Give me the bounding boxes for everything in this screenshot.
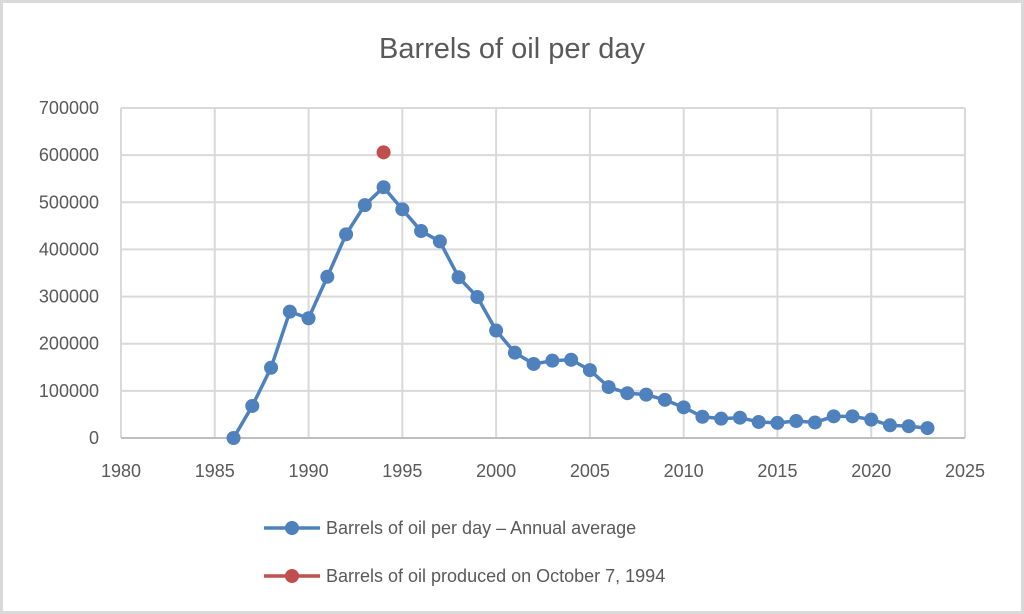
- data-point-marker: [676, 400, 691, 415]
- data-point-marker: [376, 145, 391, 160]
- y-tick-label: 200000: [39, 334, 99, 354]
- data-point-marker: [226, 431, 241, 445]
- data-point-marker: [639, 387, 654, 402]
- legend-label: Barrels of oil produced on October 7, 19…: [326, 566, 665, 586]
- data-point-marker: [282, 304, 297, 319]
- data-point-marker: [657, 392, 672, 407]
- plot-series: [226, 145, 935, 445]
- x-gridlines: [120, 108, 966, 438]
- data-point-marker: [507, 345, 522, 360]
- y-axis-tick-labels: 0 100000 200000 300000 400000 500000 600000 700…: [39, 98, 99, 448]
- y-gridlines: [121, 107, 965, 439]
- data-point-marker: [807, 415, 822, 430]
- y-tick-label: 0: [89, 428, 99, 448]
- x-tick-label: 1995: [382, 461, 422, 481]
- y-tick-label: 100000: [39, 381, 99, 401]
- x-tick-label: 1990: [289, 461, 329, 481]
- data-point-marker: [357, 198, 372, 213]
- data-point-marker: [582, 363, 597, 378]
- x-tick-label: 2010: [664, 461, 704, 481]
- data-point-marker: [564, 352, 579, 367]
- legend-label: Barrels of oil per day – Annual average: [326, 518, 636, 538]
- series-2: [376, 145, 391, 160]
- data-point-marker: [714, 411, 729, 426]
- data-point-marker: [339, 227, 354, 242]
- data-point-marker: [526, 356, 541, 371]
- data-point-marker: [620, 386, 635, 401]
- data-point-marker: [845, 409, 860, 424]
- data-point-marker: [320, 269, 335, 284]
- data-point-marker: [264, 360, 279, 375]
- data-point-marker: [376, 180, 391, 195]
- y-tick-label: 300000: [39, 287, 99, 307]
- y-tick-label: 400000: [39, 239, 99, 259]
- data-point-marker: [920, 421, 935, 436]
- x-axis-tick-labels: 1980 1985 1990 1995 2000 2005 2010 2015 2020 2025: [101, 461, 985, 481]
- x-tick-label: 2020: [851, 461, 891, 481]
- legend: Barrels of oil per day – Annual average B…: [264, 518, 665, 586]
- data-point-marker: [751, 414, 766, 429]
- data-point-marker: [882, 418, 897, 433]
- chart-title: Barrels of oil per day: [379, 33, 645, 65]
- data-point-marker: [470, 290, 485, 305]
- data-point-marker: [414, 224, 429, 239]
- y-tick-label: 700000: [39, 98, 99, 118]
- data-point-marker: [732, 410, 747, 425]
- data-point-marker: [301, 311, 316, 326]
- legend-item-2: Barrels of oil produced on October 7, 19…: [264, 566, 665, 586]
- data-point-marker: [826, 409, 841, 424]
- data-point-marker: [601, 380, 616, 395]
- x-tick-label: 2015: [757, 461, 797, 481]
- data-point-marker: [545, 353, 560, 368]
- legend-marker-icon: [285, 521, 299, 535]
- x-tick-label: 2025: [945, 461, 985, 481]
- x-tick-label: 1980: [101, 461, 141, 481]
- data-point-marker: [864, 412, 879, 427]
- data-point-marker: [489, 323, 504, 338]
- legend-item-1: Barrels of oil per day – Annual average: [264, 518, 636, 538]
- y-tick-label: 600000: [39, 145, 99, 165]
- legend-marker-icon: [285, 569, 299, 583]
- data-point-marker: [695, 409, 710, 424]
- x-tick-label: 2005: [570, 461, 610, 481]
- x-tick-label: 2000: [476, 461, 516, 481]
- data-point-marker: [395, 202, 410, 217]
- data-point-marker: [432, 234, 447, 249]
- data-point-marker: [789, 414, 804, 429]
- series-line: [232, 185, 928, 439]
- data-point-marker: [770, 415, 785, 430]
- y-tick-label: 500000: [39, 192, 99, 212]
- data-point-marker: [451, 270, 466, 285]
- series-1: [226, 180, 935, 445]
- data-point-marker: [245, 398, 260, 413]
- data-point-marker: [901, 419, 916, 434]
- x-tick-label: 1985: [195, 461, 235, 481]
